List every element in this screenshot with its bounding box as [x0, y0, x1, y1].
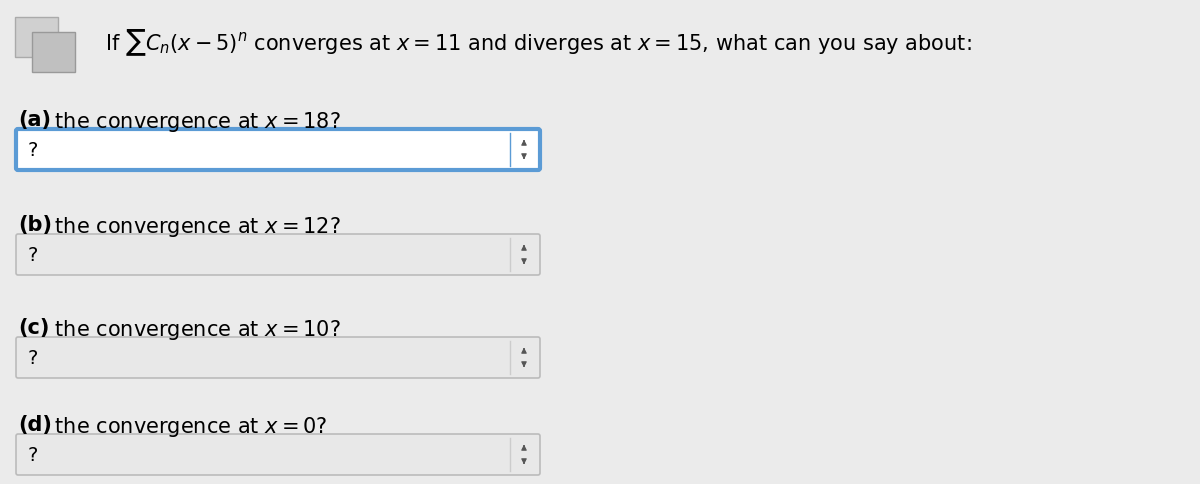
Text: the convergence at $x = 10$?: the convergence at $x = 10$?: [48, 318, 341, 341]
Text: (a): (a): [18, 110, 50, 130]
Text: the convergence at $x = 0$?: the convergence at $x = 0$?: [48, 414, 328, 438]
Text: the convergence at $x = 18$?: the convergence at $x = 18$?: [48, 110, 341, 134]
Text: (c): (c): [18, 318, 49, 337]
Text: ?: ?: [28, 245, 38, 264]
FancyBboxPatch shape: [16, 130, 540, 171]
Text: ?: ?: [28, 348, 38, 367]
FancyBboxPatch shape: [16, 337, 540, 378]
Text: ?: ?: [28, 141, 38, 160]
FancyBboxPatch shape: [16, 235, 540, 275]
FancyBboxPatch shape: [16, 434, 540, 475]
Text: If $\sum C_n(x - 5)^n$ converges at $x = 11$ and diverges at $x = 15$, what can : If $\sum C_n(x - 5)^n$ converges at $x =…: [106, 27, 972, 58]
FancyBboxPatch shape: [14, 18, 58, 58]
FancyBboxPatch shape: [32, 33, 74, 73]
Text: (b): (b): [18, 214, 52, 235]
Text: the convergence at $x = 12$?: the convergence at $x = 12$?: [48, 214, 341, 239]
Text: (d): (d): [18, 414, 52, 434]
Text: ?: ?: [28, 445, 38, 464]
